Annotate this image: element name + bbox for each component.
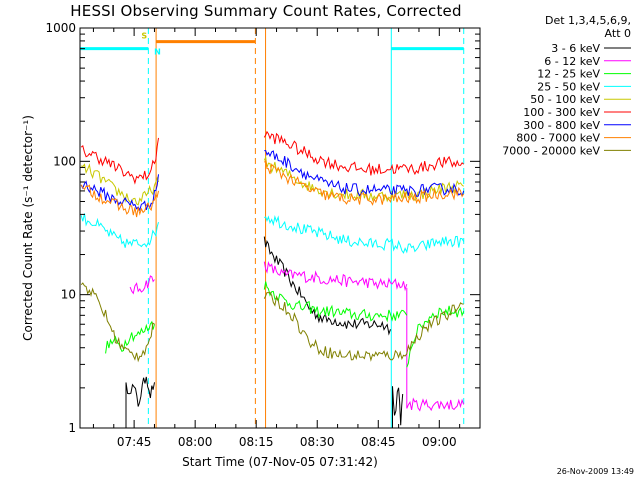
saa-start-label: S (141, 32, 147, 41)
series-line (263, 291, 464, 362)
x-tick-label: 08:45 (361, 435, 396, 449)
series-100-300-kev (80, 130, 465, 185)
x-axis-ticks: 07:45 08:00 08:15 08:30 08:45 09:00 (92, 28, 481, 449)
series-line (80, 174, 159, 212)
series-6-12-kev (129, 260, 465, 412)
series-800-7000-kev (80, 160, 465, 218)
legend-entry-label: 3 - 6 keV (551, 42, 600, 55)
series-line (80, 282, 155, 363)
series-line (81, 163, 159, 206)
legend-entry-label: 800 - 7000 keV (516, 132, 600, 145)
legend-header-attenuator: Att 0 (605, 27, 631, 40)
legend-entry-label: 12 - 25 keV (537, 68, 600, 81)
x-tick-label: 08:00 (178, 435, 213, 449)
series-25-50-kev (80, 213, 465, 254)
x-tick-label: 09:00 (422, 435, 457, 449)
x-tick-label: 08:30 (300, 435, 335, 449)
series-line (263, 260, 408, 292)
timestamp: 26-Nov-2009 13:49 (557, 467, 634, 476)
marker-layer: SN (79, 28, 465, 428)
series-line (105, 320, 155, 354)
series-line (80, 184, 159, 218)
series-line (80, 137, 159, 185)
series-300-800-kev (80, 150, 465, 212)
series-line (125, 376, 155, 428)
chart-title: HESSI Observing Summary Count Rates, Cor… (70, 2, 461, 20)
y-tick-label: 1000 (45, 21, 76, 35)
y-axis-title: Corrected Count Rate (s⁻¹ detector⁻¹) (21, 115, 35, 341)
night-start-label: N (154, 48, 161, 57)
legend-entry-label: 7000 - 20000 keV (502, 144, 600, 157)
series-line (129, 275, 155, 295)
series-line (264, 150, 465, 197)
legend-entry-label: 50 - 100 keV (530, 93, 600, 106)
series-7000-20000-kev (80, 282, 464, 363)
series-3-6-kev (125, 236, 404, 428)
y-axis-ticks: 1 10 100 1000 (45, 21, 480, 435)
series-line (264, 215, 465, 254)
legend-entry-label: 6 - 12 keV (544, 55, 600, 68)
legend-entry-label: 100 - 300 keV (523, 106, 600, 119)
series-line (406, 287, 465, 412)
series-line (263, 281, 408, 323)
y-tick-label: 10 (61, 288, 76, 302)
series-line (263, 236, 391, 336)
x-axis-title: Start Time (07-Nov-05 07:31:42) (182, 455, 378, 469)
legend-entry-label: 25 - 50 keV (537, 80, 600, 93)
series-line (263, 130, 465, 176)
y-tick-label: 100 (53, 154, 76, 168)
series-layer (80, 130, 465, 428)
series-line (80, 213, 159, 248)
series-line (392, 386, 404, 428)
plot-frame (79, 27, 481, 429)
x-tick-label: 07:45 (117, 435, 152, 449)
legend-header-detectors: Det 1,3,4,5,6,9, (545, 14, 631, 27)
series-line (263, 160, 465, 206)
y-tick-label: 1 (68, 421, 76, 435)
x-tick-label: 08:15 (239, 435, 274, 449)
legend-entry-label: 300 - 800 keV (523, 119, 600, 132)
